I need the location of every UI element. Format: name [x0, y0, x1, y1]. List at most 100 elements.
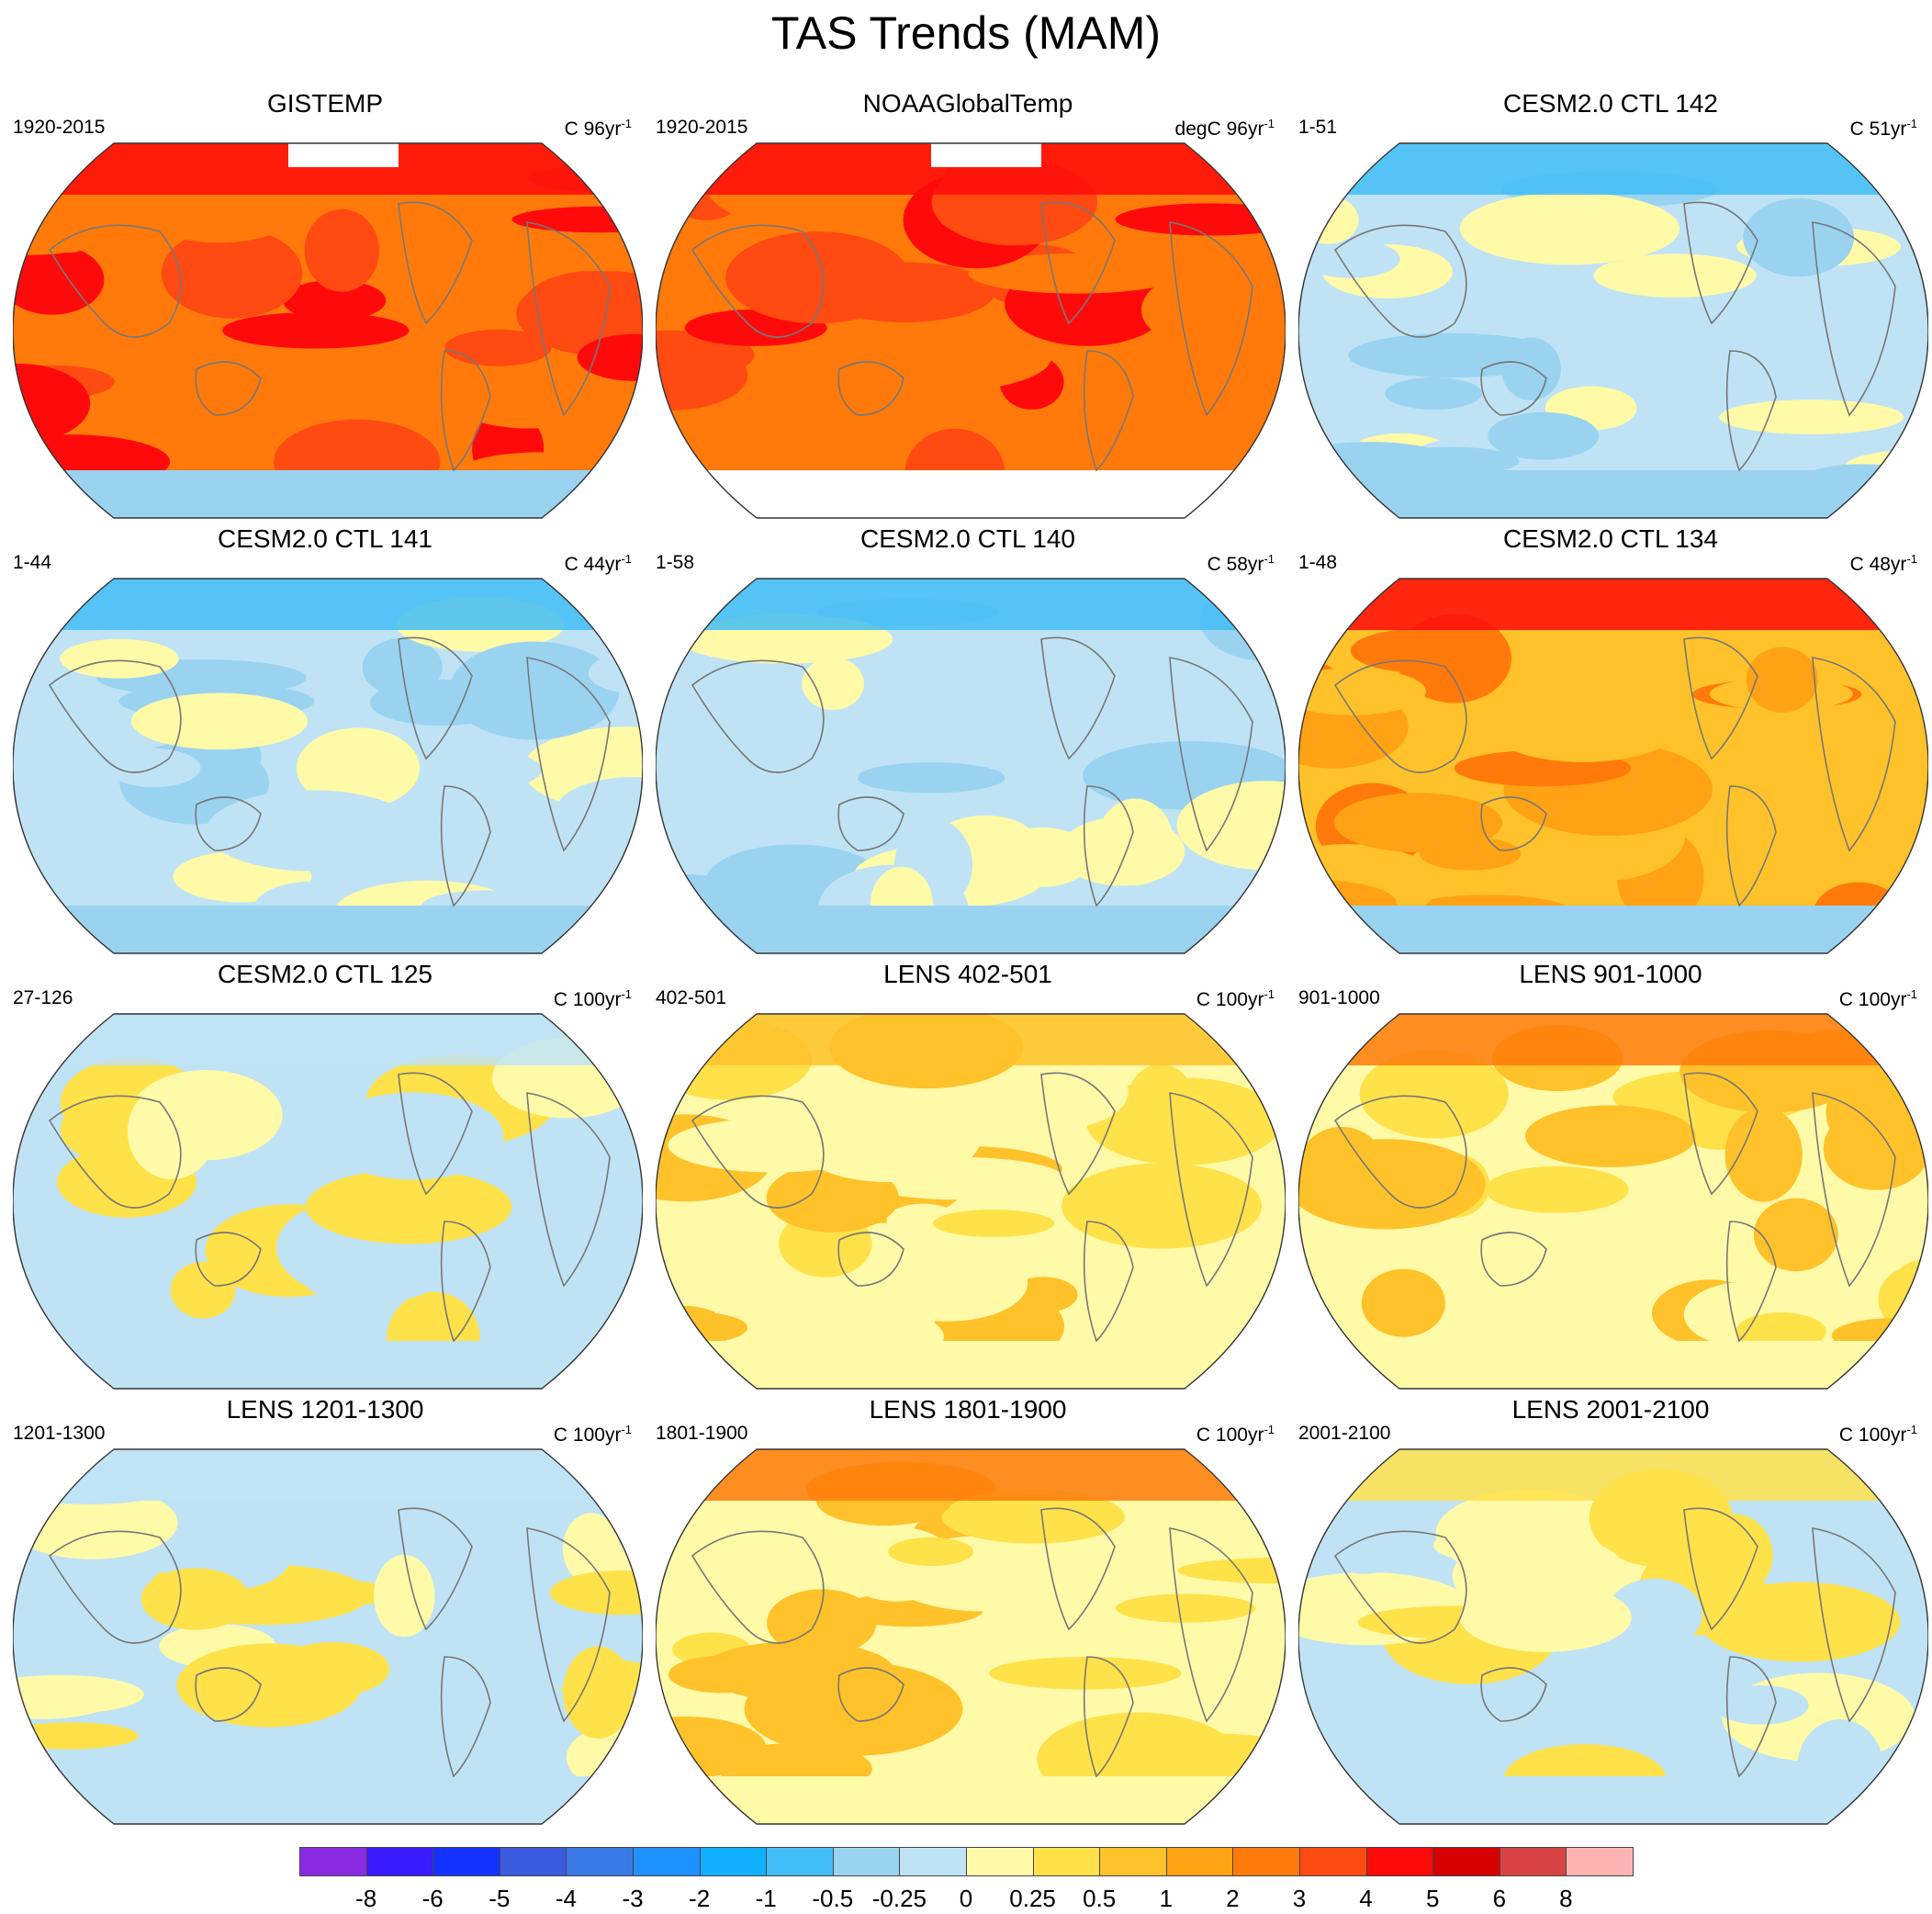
map-outline — [656, 1448, 1286, 1825]
field-blob — [1301, 240, 1400, 278]
world-map — [13, 578, 643, 954]
panel-unit: C 100yr-1 — [1839, 983, 1917, 1012]
panel-unit-text: C 100yr — [1196, 1424, 1264, 1446]
map-panel: CESM2.0 CTL 125 27-126 C 100yr-1 — [4, 959, 646, 1392]
map-outline — [1298, 578, 1928, 954]
field-blob — [888, 1537, 974, 1567]
field-blob — [176, 1643, 362, 1728]
coastline — [1333, 201, 1896, 472]
panel-unit: C 48yr-1 — [1850, 547, 1917, 577]
colorbar-tick-label: 4 — [1359, 1885, 1373, 1912]
map-panel: LENS 901-1000 901-1000 C 100yr-1 — [1289, 959, 1932, 1392]
field-blob — [562, 1513, 620, 1584]
world-map — [656, 1448, 1286, 1825]
field-blob — [933, 642, 1050, 723]
panel-period: 1-51 — [1298, 117, 1338, 138]
field-blob — [296, 727, 421, 808]
field-blob — [1070, 1571, 1137, 1610]
panel-unit: degC 96yr-1 — [1175, 112, 1275, 141]
colorbar-swatch — [766, 1847, 834, 1876]
panel-title: CESM2.0 CTL 141 — [218, 524, 432, 553]
field-blob — [1525, 1105, 1696, 1167]
colorbar-swatch — [1165, 1847, 1234, 1876]
panel-period: 1-48 — [1298, 552, 1338, 573]
panel-unit-text: C 96yr — [564, 118, 622, 140]
field-blob — [222, 311, 410, 349]
antarctic-band — [1298, 470, 1928, 518]
field-blob — [839, 321, 1052, 391]
field-blob — [1085, 1077, 1282, 1165]
field-blob — [577, 333, 643, 381]
panel-unit: C 100yr-1 — [1196, 1418, 1275, 1447]
colorbar-tick-label: -4 — [555, 1885, 577, 1912]
field-blob — [1606, 1578, 1702, 1649]
panel-period: 901-1000 — [1298, 987, 1380, 1008]
colorbar-tick-label: 0.5 — [1083, 1885, 1117, 1912]
panel-unit-text: C 48yr — [1849, 554, 1907, 575]
field-blob — [440, 353, 617, 429]
field-blob — [1753, 1198, 1838, 1272]
colorbar-tick-label: 6 — [1492, 1885, 1507, 1912]
coastline — [691, 1072, 1253, 1343]
panel-title: CESM2.0 CTL 125 — [218, 960, 432, 988]
antarctic-band — [656, 470, 1286, 518]
antarctic-band — [13, 1776, 643, 1824]
panel-title: LENS 1801-1900 — [869, 1395, 1067, 1424]
panel-title: LENS 901-1000 — [1519, 960, 1702, 988]
panel-unit-exponent: -1 — [1264, 552, 1275, 566]
colorbar-tick-label: -3 — [622, 1885, 644, 1912]
field-blob — [1176, 781, 1286, 871]
colorbar-swatch — [832, 1847, 901, 1876]
coastline — [1333, 1072, 1896, 1343]
field-blob — [1719, 400, 1904, 434]
field-blob — [1823, 1107, 1928, 1190]
colorbar-tick-label: 8 — [1559, 1885, 1573, 1912]
colorbar-swatch — [633, 1847, 701, 1876]
field-blob — [984, 1053, 1129, 1130]
coastline — [691, 1507, 1253, 1778]
map-panel: CESM2.0 CTL 142 1-51 C 51yr-1 — [1289, 88, 1932, 522]
map-panel: CESM2.0 CTL 140 1-58 C 58yr-1 — [646, 524, 1289, 957]
panel-unit: C 51yr-1 — [1850, 112, 1917, 141]
panel-title: LENS 402-501 — [883, 960, 1052, 988]
map-panel: LENS 1801-1900 1801-1900 C 100yr-1 — [646, 1394, 1289, 1828]
antarctic-band — [1298, 1341, 1928, 1389]
world-map — [656, 1013, 1286, 1390]
colorbar-swatch — [432, 1847, 500, 1876]
panel-unit-exponent: -1 — [621, 117, 632, 130]
field-blob — [1141, 263, 1286, 356]
field-blob — [1746, 647, 1818, 713]
arctic-band — [1298, 143, 1928, 195]
field-blob — [161, 228, 303, 319]
arctic-band — [1298, 1449, 1928, 1501]
antarctic-band — [656, 1341, 1286, 1389]
field-blob — [305, 1169, 512, 1244]
colorbar-swatch — [1299, 1847, 1367, 1876]
panel-unit-exponent: -1 — [1906, 552, 1917, 566]
colorbar-swatch — [1566, 1847, 1634, 1876]
antarctic-band — [656, 1776, 1286, 1824]
antarctic-band — [13, 470, 643, 518]
panel-unit: C 100yr-1 — [554, 983, 632, 1012]
field-blob — [1852, 253, 1928, 334]
arctic-band — [1298, 1014, 1928, 1065]
field-blob — [550, 1571, 643, 1616]
panel-unit: C 58yr-1 — [1208, 547, 1275, 577]
field-blob — [305, 1260, 436, 1303]
field-blob — [323, 1092, 504, 1180]
map-outline — [656, 578, 1286, 954]
field-blob — [304, 208, 379, 292]
panel-unit-exponent: -1 — [1906, 117, 1917, 130]
colorbar-tick-label: 0.25 — [1009, 1885, 1056, 1912]
panel-unit-exponent: -1 — [1264, 1423, 1275, 1436]
field-blob — [444, 329, 552, 366]
field-blob — [725, 231, 910, 324]
coastline — [691, 636, 1253, 907]
panel-unit: C 100yr-1 — [1839, 1418, 1917, 1447]
coastline — [48, 1072, 611, 1343]
map-panel: CESM2.0 CTL 141 1-44 C 44yr-1 — [4, 524, 646, 957]
arctic-band — [656, 1014, 1286, 1065]
field-blob — [449, 641, 620, 740]
world-map — [1298, 1013, 1928, 1390]
colorbar-tick-label: -0.5 — [812, 1885, 854, 1912]
